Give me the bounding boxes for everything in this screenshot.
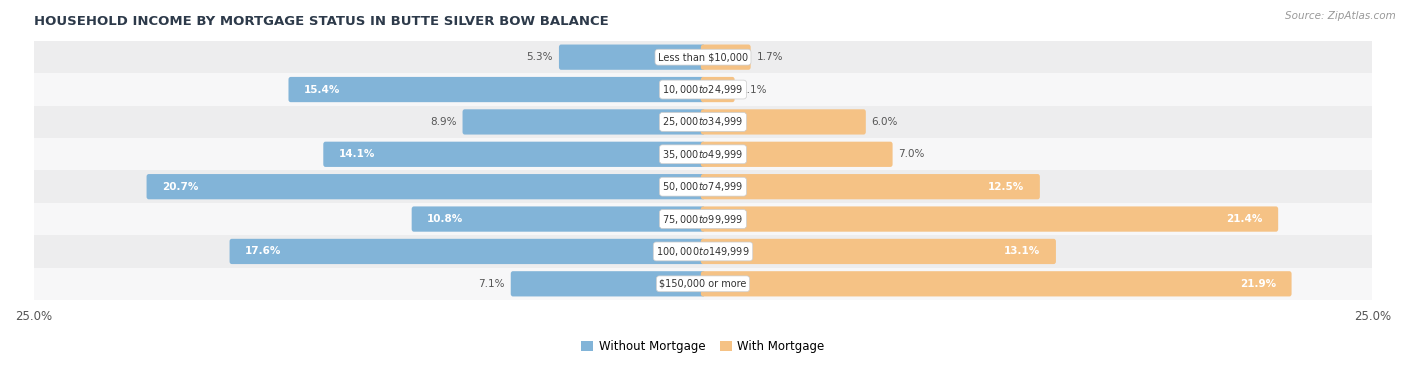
Bar (7, 170, 1399, 203)
FancyBboxPatch shape (700, 174, 1040, 199)
Bar (7, 268, 1399, 300)
Text: 8.9%: 8.9% (430, 117, 457, 127)
Text: 17.6%: 17.6% (245, 246, 281, 256)
Text: 5.3%: 5.3% (526, 52, 553, 62)
FancyBboxPatch shape (700, 142, 893, 167)
FancyBboxPatch shape (700, 206, 1278, 232)
Text: 15.4%: 15.4% (304, 85, 340, 94)
Text: 7.1%: 7.1% (478, 279, 505, 289)
Text: $35,000 to $49,999: $35,000 to $49,999 (662, 148, 744, 161)
FancyBboxPatch shape (700, 77, 734, 102)
Text: HOUSEHOLD INCOME BY MORTGAGE STATUS IN BUTTE SILVER BOW BALANCE: HOUSEHOLD INCOME BY MORTGAGE STATUS IN B… (34, 15, 609, 28)
Text: Source: ZipAtlas.com: Source: ZipAtlas.com (1285, 11, 1396, 21)
Text: $75,000 to $99,999: $75,000 to $99,999 (662, 212, 744, 226)
Bar (7, 41, 1399, 73)
FancyBboxPatch shape (146, 174, 706, 199)
Bar (7, 73, 1399, 106)
Text: 21.9%: 21.9% (1240, 279, 1277, 289)
FancyBboxPatch shape (229, 239, 706, 264)
FancyBboxPatch shape (700, 45, 751, 70)
FancyBboxPatch shape (463, 109, 706, 135)
Text: 6.0%: 6.0% (872, 117, 898, 127)
FancyBboxPatch shape (288, 77, 706, 102)
Text: $25,000 to $34,999: $25,000 to $34,999 (662, 115, 744, 129)
FancyBboxPatch shape (700, 239, 1056, 264)
Bar (7, 138, 1399, 170)
Text: $150,000 or more: $150,000 or more (659, 279, 747, 289)
Text: 12.5%: 12.5% (988, 182, 1025, 192)
FancyBboxPatch shape (560, 45, 706, 70)
FancyBboxPatch shape (412, 206, 706, 232)
Text: 1.7%: 1.7% (756, 52, 783, 62)
Text: Less than $10,000: Less than $10,000 (658, 52, 748, 62)
Text: 14.1%: 14.1% (339, 149, 375, 159)
FancyBboxPatch shape (323, 142, 706, 167)
Text: 10.8%: 10.8% (427, 214, 464, 224)
FancyBboxPatch shape (700, 109, 866, 135)
Bar (7, 106, 1399, 138)
Legend: Without Mortgage, With Mortgage: Without Mortgage, With Mortgage (576, 336, 830, 358)
FancyBboxPatch shape (700, 271, 1292, 296)
Text: 21.4%: 21.4% (1226, 214, 1263, 224)
Text: $100,000 to $149,999: $100,000 to $149,999 (657, 245, 749, 258)
Text: 1.1%: 1.1% (741, 85, 768, 94)
Text: 7.0%: 7.0% (898, 149, 925, 159)
Text: 20.7%: 20.7% (162, 182, 198, 192)
Text: $10,000 to $24,999: $10,000 to $24,999 (662, 83, 744, 96)
Text: 13.1%: 13.1% (1004, 246, 1040, 256)
Bar (7, 235, 1399, 268)
Bar (7, 203, 1399, 235)
Text: $50,000 to $74,999: $50,000 to $74,999 (662, 180, 744, 193)
FancyBboxPatch shape (510, 271, 706, 296)
